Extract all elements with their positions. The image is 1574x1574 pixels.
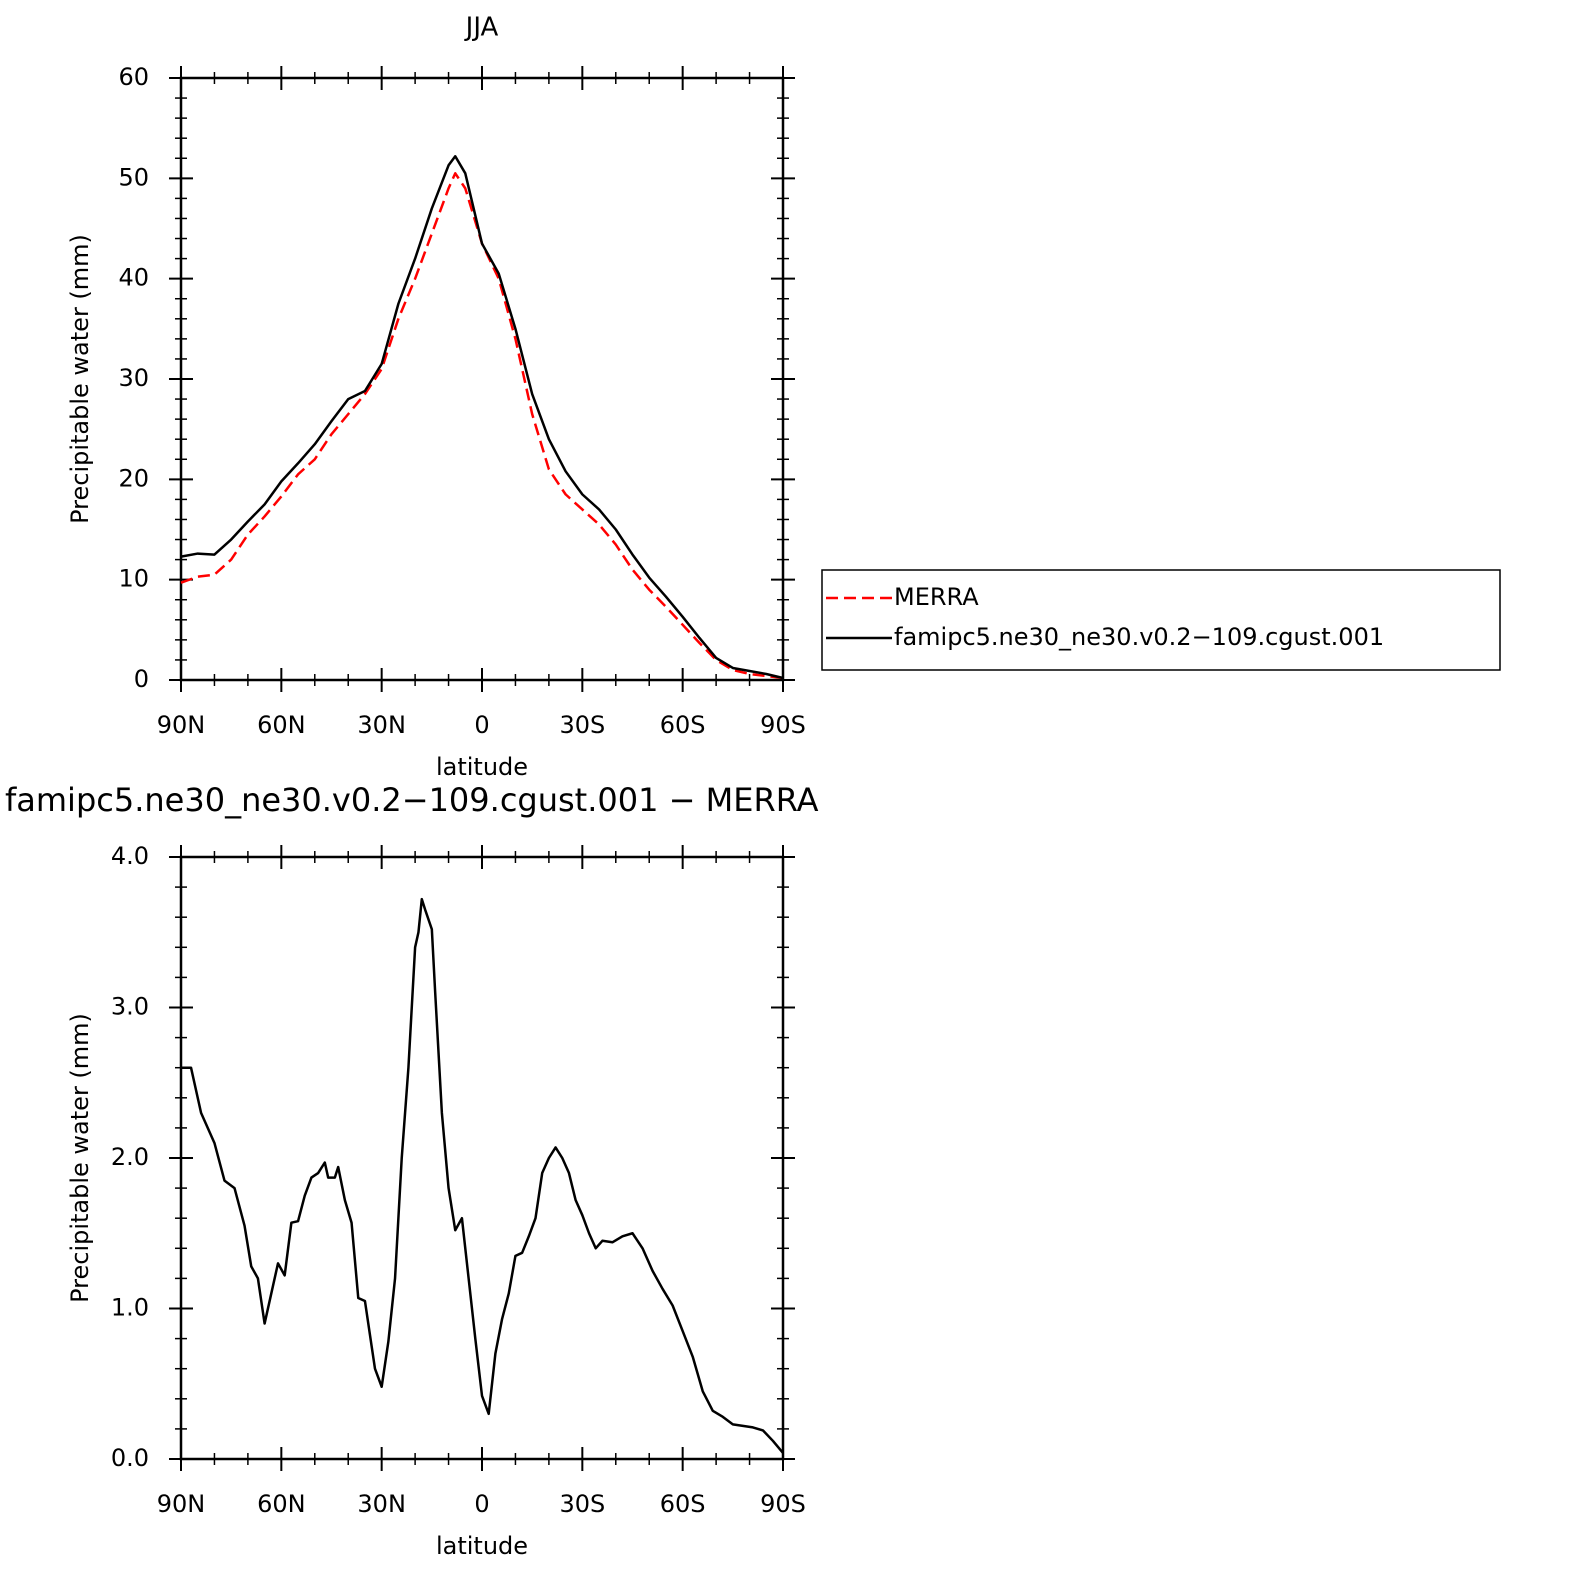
- chart-title: JJA: [464, 13, 499, 43]
- y-tick-label: 4.0: [111, 842, 149, 870]
- x-tick-label: 90N: [157, 1490, 206, 1518]
- y-tick-label: 1.0: [111, 1294, 149, 1322]
- plot-frame: [179, 855, 785, 1461]
- y-tick-label: 60: [118, 63, 149, 91]
- x-tick-label: 60N: [257, 1490, 306, 1518]
- x-tick-label: 60N: [257, 711, 306, 739]
- x-tick-label: 0: [474, 711, 489, 739]
- y-tick-label: 3.0: [111, 993, 149, 1021]
- y-tick-label: 40: [118, 264, 149, 292]
- y-tick-label: 30: [118, 364, 149, 392]
- x-tick-label: 30N: [357, 711, 406, 739]
- y-tick-label: 20: [118, 464, 149, 492]
- x-tick-label: 0: [474, 1490, 489, 1518]
- y-tick-label: 50: [118, 163, 149, 191]
- y-tick-label: 10: [118, 565, 149, 593]
- legend-box: [821, 569, 1501, 671]
- x-tick-label: 30S: [559, 711, 605, 739]
- y-tick-label: 0: [134, 665, 149, 693]
- x-tick-label: 90N: [157, 711, 206, 739]
- y-axis-label: Precipitable water (mm): [66, 1013, 94, 1303]
- chart-title: famipc5.ne30_ne30.v0.2−109.cgust.001 − M…: [5, 781, 819, 819]
- y-axis-label: Precipitable water (mm): [66, 234, 94, 524]
- x-axis-label: latitude: [436, 753, 528, 781]
- plot-frame: [179, 76, 785, 682]
- legend-label: famipc5.ne30_ne30.v0.2−109.cgust.001: [894, 623, 1384, 651]
- x-tick-label: 60S: [660, 711, 706, 739]
- y-tick-label: 2.0: [111, 1143, 149, 1171]
- x-tick-label: 60S: [660, 1490, 706, 1518]
- x-axis-label: latitude: [436, 1532, 528, 1560]
- x-tick-label: 30N: [357, 1490, 406, 1518]
- series-line: [181, 897, 784, 1454]
- y-tick-label: 0.0: [111, 1444, 149, 1472]
- x-tick-label: 30S: [559, 1490, 605, 1518]
- series-line: [180, 155, 784, 680]
- legend-label: MERRA: [894, 583, 979, 611]
- x-tick-label: 90S: [760, 711, 806, 739]
- x-tick-label: 90S: [760, 1490, 806, 1518]
- series-line: [180, 172, 784, 680]
